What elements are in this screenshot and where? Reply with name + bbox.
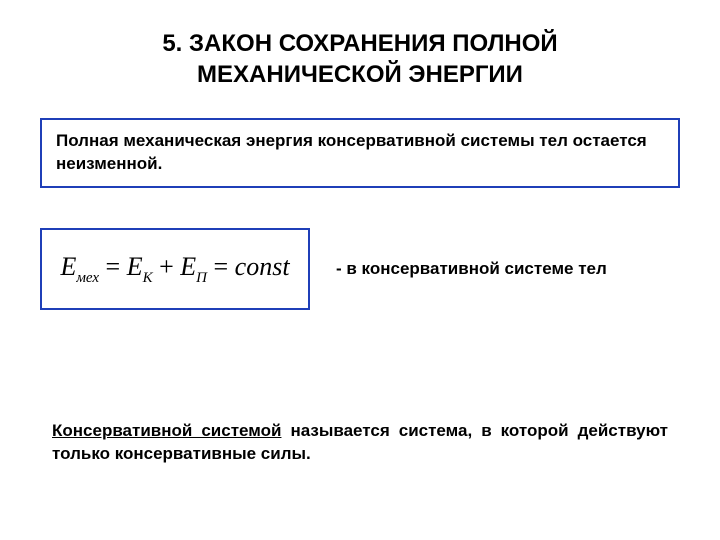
formula-note: - в консервативной системе тел	[336, 259, 607, 279]
statement-text: Полная механическая энергия консервативн…	[56, 130, 664, 176]
formula-const: const	[235, 252, 290, 281]
formula-sub-mex: мех	[76, 270, 99, 286]
title-line-1: 5. ЗАКОН СОХРАНЕНИЯ ПОЛНОЙ	[162, 30, 557, 57]
formula-E: E	[60, 252, 76, 281]
title-line-2: МЕХАНИЧЕСКОЙ ЭНЕРГИИ	[197, 61, 523, 88]
formula-eq1: =	[99, 252, 127, 281]
formula-row: Eмех = EК + EП = const - в консервативно…	[40, 228, 680, 310]
slide-title: 5. ЗАКОН СОХРАНЕНИЯ ПОЛНОЙ МЕХАНИЧЕСКОЙ …	[40, 28, 680, 90]
formula-box: Eмех = EК + EП = const	[40, 228, 310, 310]
definition-lead: Консервативной системой	[52, 421, 281, 440]
definition: Консервативной системой называется систе…	[40, 420, 680, 466]
formula-E2: E	[127, 252, 143, 281]
formula-plus: +	[153, 252, 181, 281]
formula-sub-K: К	[143, 270, 153, 286]
formula: Eмех = EК + EП = const	[60, 252, 289, 286]
statement-box: Полная механическая энергия консервативн…	[40, 118, 680, 188]
formula-E3: E	[180, 252, 196, 281]
formula-eq2: =	[207, 252, 235, 281]
slide: 5. ЗАКОН СОХРАНЕНИЯ ПОЛНОЙ МЕХАНИЧЕСКОЙ …	[0, 0, 720, 540]
formula-sub-P: П	[196, 270, 207, 286]
